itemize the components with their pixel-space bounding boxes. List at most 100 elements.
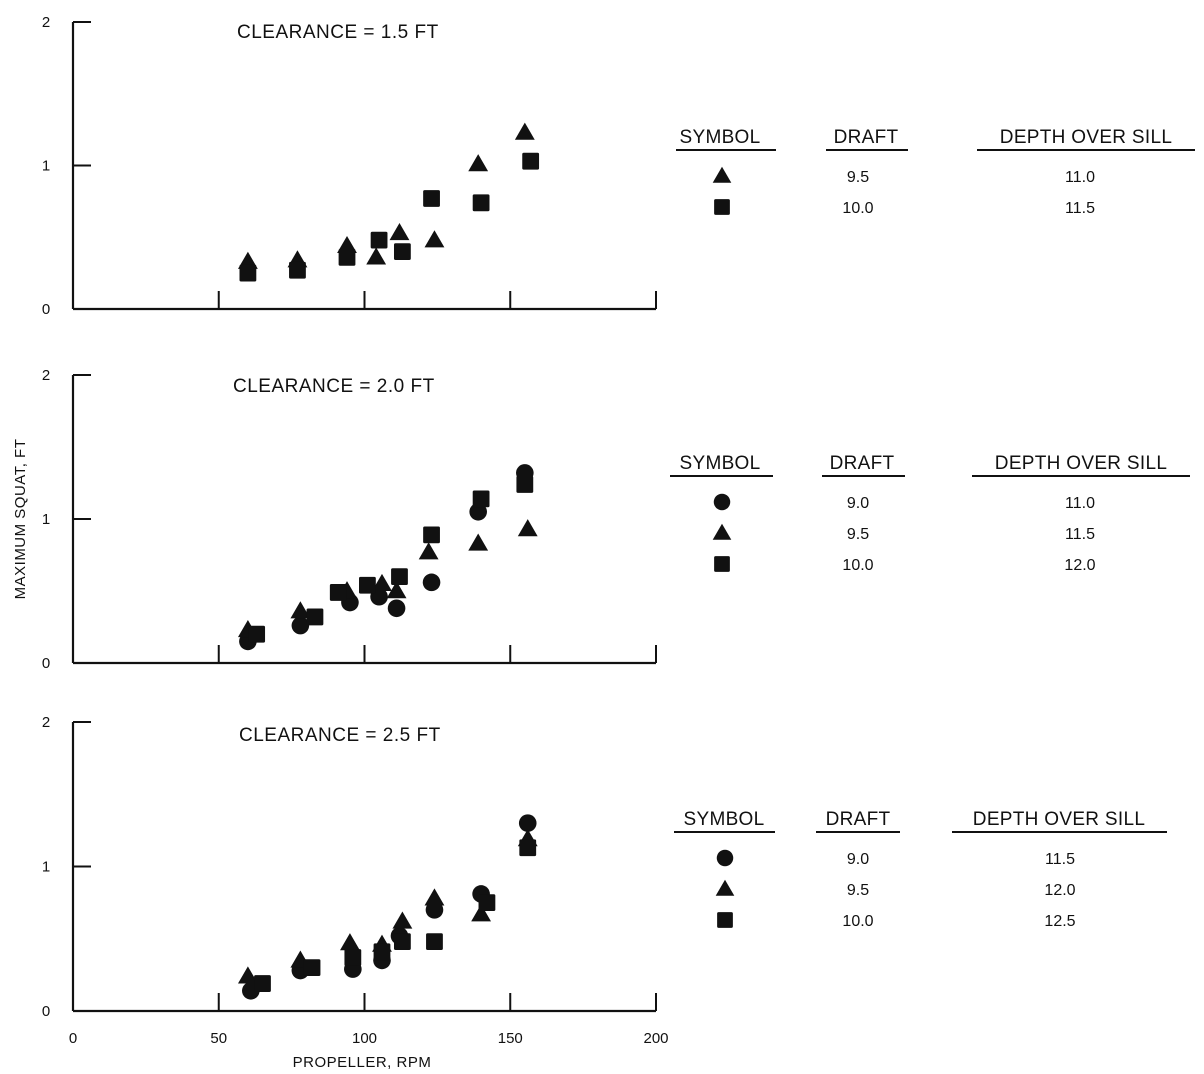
chart-title: CLEARANCE = 2.5 FT	[239, 725, 441, 746]
data-point-triangle	[468, 154, 489, 172]
legend-draft-value: 9.5	[847, 882, 869, 899]
x-tick-label: 50	[210, 1030, 227, 1047]
legend-depth-value: 11.0	[1065, 169, 1095, 186]
legend-depth-value: 12.0	[1044, 882, 1075, 899]
legend-depth-value: 11.5	[1065, 200, 1095, 217]
y-tick-label: 0	[42, 655, 50, 672]
data-point-square	[248, 625, 266, 643]
data-point-square	[373, 943, 391, 961]
data-point-square	[393, 243, 411, 260]
data-point-square	[522, 152, 540, 170]
legend-symbol-triangle	[715, 879, 735, 896]
data-point-square	[239, 264, 257, 282]
x-tick-label: 150	[498, 1030, 523, 1047]
y-axis-label: MAXIMUM SQUAT, FT	[12, 439, 29, 600]
data-point-triangle	[237, 966, 258, 984]
legend-depth-value: 11.5	[1065, 526, 1095, 543]
data-point-square	[303, 959, 321, 977]
data-point-circle	[469, 503, 487, 521]
data-point-triangle	[372, 573, 392, 591]
legend-header: DRAFT	[830, 453, 895, 474]
legend-draft-value: 9.0	[847, 851, 869, 868]
x-tick-label: 0	[69, 1030, 77, 1047]
panel-1: 0 1 2 CLEARANCE = 1.5 FT SYMBOL DRAFT DEPTH OV…	[42, 14, 1195, 318]
legend-symbol-circle	[713, 493, 731, 511]
legend-draft-value: 10.0	[842, 200, 873, 217]
data-point-square	[423, 190, 440, 207]
legend-symbol-circle	[716, 849, 734, 867]
data-point-square	[423, 526, 440, 544]
data-point-triangle	[468, 533, 489, 551]
y-tick-label: 0	[42, 301, 50, 318]
data-point-circle	[422, 573, 441, 592]
data-point-square	[254, 975, 271, 992]
data-point-triangle	[392, 911, 413, 929]
x-tick-label: 100	[352, 1030, 377, 1047]
legend-depth-value: 11.5	[1045, 851, 1075, 868]
data-point-triangle	[424, 230, 445, 248]
legend-symbol-square	[714, 556, 730, 572]
legend: SYMBOL DRAFT DEPTH OVER SILL 9.0 11.5 9.5 12.0…	[674, 809, 1167, 930]
legend-draft-value: 9.5	[847, 526, 869, 543]
data-point-triangle	[517, 519, 538, 537]
data-point-circle	[291, 616, 310, 635]
legend: SYMBOL DRAFT DEPTH OVER SILL 9.5 11.0 10.0 11.…	[676, 127, 1195, 217]
y-tick-label: 0	[42, 1003, 50, 1020]
data-point-square	[472, 490, 490, 508]
data-point-triangle	[386, 581, 407, 599]
y-tick-label: 2	[42, 367, 50, 384]
x-axis-label: PROPELLER, RPM	[293, 1054, 432, 1071]
legend-symbol-triangle	[712, 523, 732, 540]
data-point-square	[306, 608, 324, 626]
data-point-square	[289, 261, 306, 279]
y-tick-label: 2	[42, 714, 50, 731]
y-tick-label: 1	[42, 158, 50, 175]
legend-draft-value: 10.0	[842, 557, 873, 574]
data-point-square	[426, 933, 443, 951]
data-point-square	[359, 576, 376, 594]
legend-header: SYMBOL	[684, 809, 765, 830]
data-point-square	[370, 231, 388, 249]
legend-header: DEPTH OVER SILL	[1000, 127, 1172, 148]
legend-depth-value: 12.5	[1044, 913, 1075, 930]
y-tick-label: 2	[42, 14, 50, 31]
legend-depth-value: 12.0	[1064, 557, 1095, 574]
legend-symbol-square	[717, 912, 733, 928]
data-point-triangle	[418, 542, 439, 560]
data-point-triangle	[514, 122, 535, 140]
legend-header: DRAFT	[826, 809, 891, 830]
data-point-square	[519, 839, 537, 857]
data-point-triangle	[366, 247, 387, 265]
data-point-square	[344, 949, 362, 966]
chart-title: CLEARANCE = 1.5 FT	[237, 22, 439, 43]
panel-2: 0 1 2 CLEARANCE = 2.0 FT MAXIMUM SQUAT, FT SY…	[12, 367, 1190, 672]
data-point-circle	[518, 814, 537, 832]
legend-header: DRAFT	[834, 127, 899, 148]
legend-header: SYMBOL	[680, 127, 761, 148]
data-point-square	[478, 894, 496, 912]
panel-3: 0 1 2 0 50 100 150 200 CLEARANCE = 2.5 FT PROPELL…	[42, 714, 1167, 1071]
legend-symbol-square	[714, 199, 730, 215]
data-point-square	[472, 194, 490, 212]
y-tick-label: 1	[42, 859, 50, 876]
data-point-triangle	[337, 235, 357, 254]
data-point-square	[393, 933, 411, 951]
data-point-square	[391, 568, 408, 585]
data-point-square	[329, 584, 347, 601]
data-point-triangle	[340, 933, 360, 951]
data-point-triangle	[424, 888, 445, 906]
legend-draft-value: 10.0	[842, 913, 873, 930]
data-point-square	[516, 476, 534, 493]
x-tick-label: 200	[643, 1030, 668, 1047]
legend-symbol-triangle	[712, 166, 732, 183]
data-point-triangle	[237, 251, 258, 269]
legend-depth-value: 11.0	[1065, 495, 1095, 512]
data-point-circle	[387, 599, 406, 618]
y-tick-label: 1	[42, 511, 50, 528]
chart-title: CLEARANCE = 2.0 FT	[233, 376, 435, 397]
data-point-triangle	[389, 223, 410, 241]
data-point-triangle	[471, 904, 492, 922]
legend-draft-value: 9.0	[847, 495, 869, 512]
legend-header: DEPTH OVER SILL	[973, 809, 1145, 830]
